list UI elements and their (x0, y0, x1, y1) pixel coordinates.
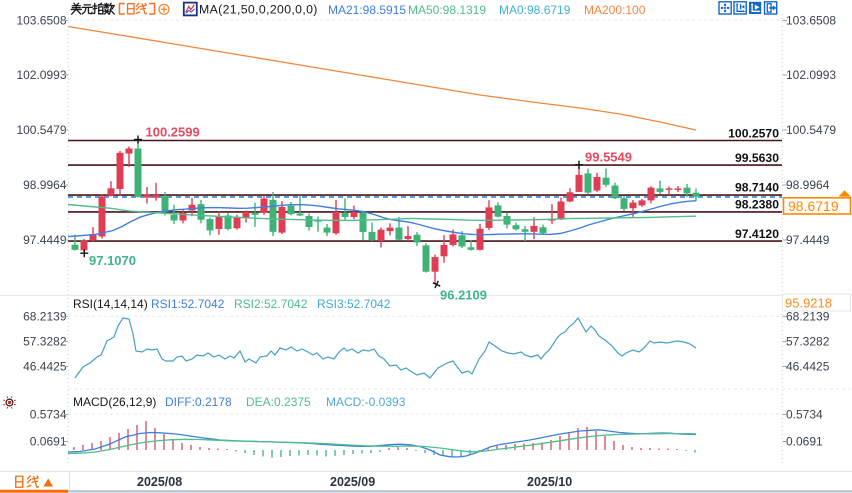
svg-text:46.4425: 46.4425 (786, 360, 830, 374)
svg-text:98.2380: 98.2380 (735, 198, 779, 212)
svg-text:MA21:98.5915: MA21:98.5915 (328, 3, 406, 17)
svg-text:98.7140: 98.7140 (735, 181, 779, 195)
svg-text:100.2570: 100.2570 (728, 126, 779, 140)
svg-text:2025/08: 2025/08 (137, 475, 182, 489)
svg-text:95.9218: 95.9218 (785, 295, 832, 310)
svg-text:MACD:-0.0393: MACD:-0.0393 (326, 395, 406, 409)
svg-text:99.5549: 99.5549 (585, 150, 632, 165)
svg-text:0.5734: 0.5734 (30, 408, 67, 422)
svg-text:57.3282: 57.3282 (23, 335, 67, 349)
svg-text:97.4449: 97.4449 (786, 233, 830, 247)
svg-text:DEA:0.2375: DEA:0.2375 (246, 395, 311, 409)
svg-text:98.9964: 98.9964 (23, 178, 67, 192)
svg-text:0.0691: 0.0691 (786, 435, 823, 449)
svg-text:MA50:98.1319: MA50:98.1319 (408, 3, 486, 17)
svg-text:RSI1:52.7042: RSI1:52.7042 (151, 297, 225, 311)
svg-text:103.6508: 103.6508 (16, 14, 66, 28)
svg-text:MA200:100: MA200:100 (584, 3, 646, 17)
svg-text:DIFF:0.2178: DIFF:0.2178 (165, 395, 232, 409)
svg-text:RSI3:52.7042: RSI3:52.7042 (317, 297, 391, 311)
svg-text:97.4449: 97.4449 (23, 233, 67, 247)
svg-text:103.6508: 103.6508 (786, 14, 836, 28)
svg-text:RSI2:52.7042: RSI2:52.7042 (234, 297, 308, 311)
svg-text:2025/10: 2025/10 (527, 475, 572, 489)
svg-text:98.9964: 98.9964 (786, 178, 830, 192)
svg-text:46.4425: 46.4425 (23, 360, 67, 374)
svg-text:RSI(14,14,14): RSI(14,14,14) (73, 297, 148, 311)
svg-text:97.1070: 97.1070 (89, 253, 136, 268)
svg-text:68.2139: 68.2139 (786, 310, 830, 324)
svg-text:0.5734: 0.5734 (786, 408, 823, 422)
svg-text:57.3282: 57.3282 (786, 335, 830, 349)
svg-text:102.0993: 102.0993 (786, 68, 836, 82)
svg-text:0.0691: 0.0691 (30, 435, 67, 449)
svg-text:100.2599: 100.2599 (146, 125, 200, 140)
svg-text:MACD(26,12,9): MACD(26,12,9) (73, 395, 156, 409)
svg-text:100.5479: 100.5479 (786, 123, 836, 137)
svg-text:2025/09: 2025/09 (330, 475, 375, 489)
svg-text:98.6719: 98.6719 (788, 198, 839, 214)
svg-text:99.5630: 99.5630 (735, 151, 779, 165)
svg-text:68.2139: 68.2139 (23, 310, 67, 324)
svg-text:MA0:98.6719: MA0:98.6719 (499, 3, 571, 17)
svg-text:100.5479: 100.5479 (16, 123, 66, 137)
svg-text:96.2109: 96.2109 (440, 287, 487, 302)
svg-text:MA(21,50,0,200,0,0): MA(21,50,0,200,0,0) (199, 3, 318, 17)
svg-text:97.4120: 97.4120 (735, 227, 779, 241)
svg-text:102.0993: 102.0993 (16, 68, 66, 82)
